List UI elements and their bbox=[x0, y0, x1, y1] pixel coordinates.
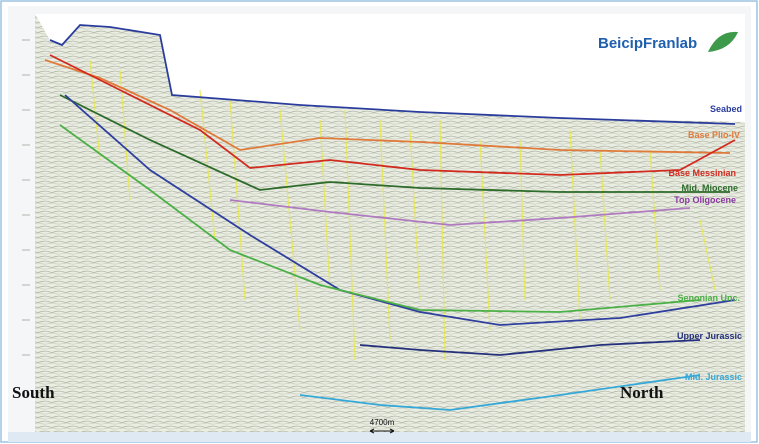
horizon-label: Seabed bbox=[710, 104, 742, 114]
logo-leaf bbox=[708, 31, 738, 52]
horizon-label: Top Oligocene bbox=[674, 195, 736, 205]
horizon-label: Upper Jurassic bbox=[677, 331, 742, 341]
horizon-label: Senonian Unc. bbox=[677, 293, 740, 303]
horizons bbox=[44, 24, 736, 411]
bottom-strip bbox=[8, 432, 751, 442]
horizon-label: Base Plio-IV bbox=[688, 130, 740, 140]
scale-bar bbox=[369, 428, 395, 434]
logo: BeicipFranlab bbox=[598, 35, 697, 52]
depth-ticks bbox=[22, 39, 30, 356]
horizon-label: Mid. Jurassic bbox=[685, 372, 742, 382]
water-column bbox=[35, 14, 745, 122]
horizon-label: Mid. Miocene bbox=[681, 183, 738, 193]
scale-bar-label: 4700m bbox=[370, 418, 395, 427]
direction-label: South bbox=[12, 383, 55, 402]
direction-label: North bbox=[620, 383, 664, 402]
horizon-label: Base Messinian bbox=[668, 168, 736, 178]
